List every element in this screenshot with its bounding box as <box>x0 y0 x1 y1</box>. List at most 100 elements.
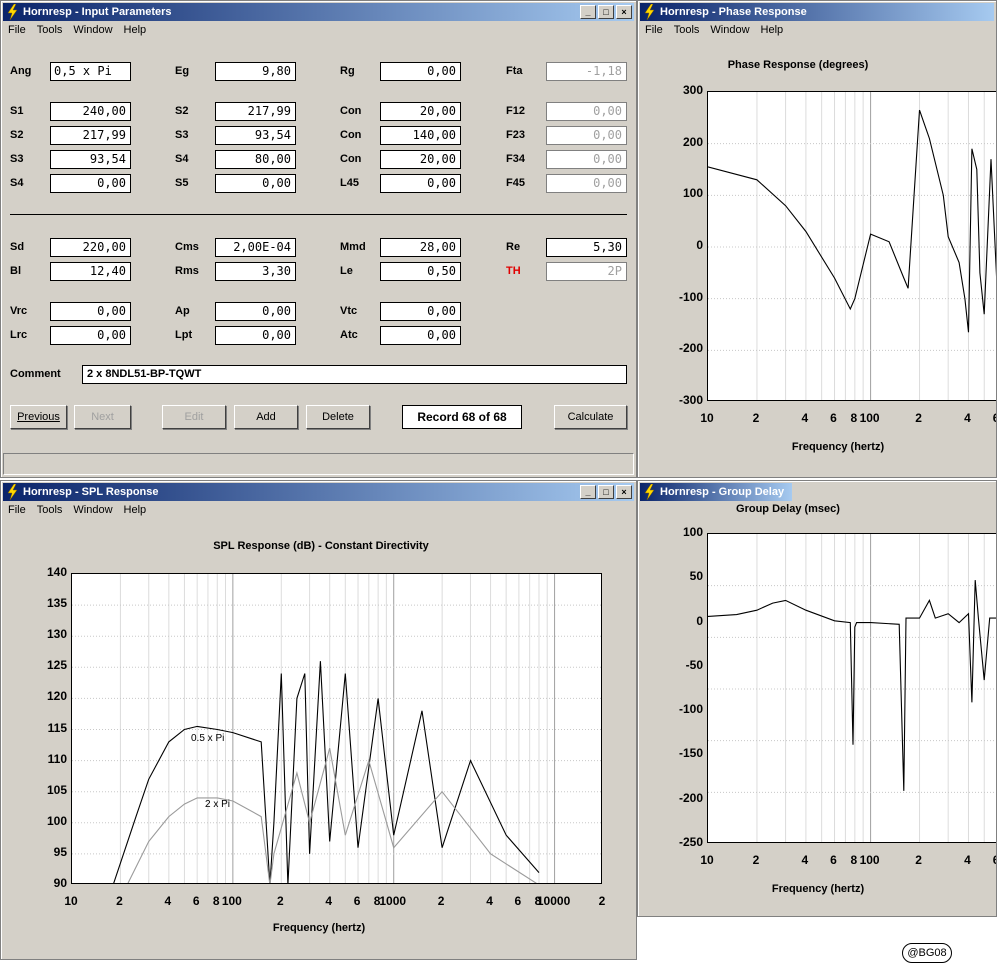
param-field[interactable]: 0,00 <box>380 62 461 81</box>
param-field[interactable]: 20,00 <box>380 150 461 169</box>
param-label: Sd <box>10 241 25 253</box>
param-label: S4 <box>10 177 24 189</box>
param-label: Fta <box>506 65 523 77</box>
input-window-titlebar[interactable]: Hornresp - Input Parameters _ □ × <box>3 3 634 21</box>
param-label: Con <box>340 129 362 141</box>
param-field[interactable]: 93,54 <box>50 150 131 169</box>
next-button[interactable]: Next <box>74 405 131 429</box>
previous-button[interactable]: Previous <box>10 405 67 429</box>
spl-x-tick: 10000 <box>536 894 571 908</box>
param-field[interactable]: 0,00 <box>215 302 296 321</box>
menu-tools[interactable]: Tools <box>673 24 700 36</box>
param-label: Ang <box>10 65 32 77</box>
minimize-button[interactable]: _ <box>580 485 596 499</box>
param-label: Le <box>340 265 353 277</box>
delay-chart-title: Group Delay (msec) <box>736 503 840 515</box>
menu-window[interactable]: Window <box>710 24 750 36</box>
param-field[interactable]: 0,00 <box>380 174 461 193</box>
param-field[interactable]: 240,00 <box>50 102 131 121</box>
param-field[interactable]: 0,00 <box>215 174 296 193</box>
status-bar <box>3 453 634 475</box>
param-field[interactable]: 0,00 <box>50 302 131 321</box>
param-field: 2P <box>546 262 627 281</box>
param-field[interactable]: 140,00 <box>380 126 461 145</box>
spl-x-tick: 6 <box>514 894 522 908</box>
spl-y-tick: 105 <box>46 782 67 797</box>
param-field[interactable]: 0,00 <box>380 302 461 321</box>
phase-plot-area <box>707 91 996 401</box>
spl-y-tick: 100 <box>46 813 67 828</box>
menu-window[interactable]: Window <box>73 504 113 516</box>
delay-y-tick: -100 <box>678 702 703 717</box>
param-label: F12 <box>506 105 525 117</box>
delay-y-tick: -250 <box>678 835 703 849</box>
menu-tools[interactable]: Tools <box>36 24 63 36</box>
param-field[interactable]: 217,99 <box>215 102 296 121</box>
param-field[interactable]: 5,30 <box>546 238 627 257</box>
param-field[interactable]: 0,50 <box>380 262 461 281</box>
menu-window[interactable]: Window <box>73 24 113 36</box>
param-label: Lpt <box>175 329 193 341</box>
phase-x-tick: 6 <box>976 411 996 425</box>
series-line-1 <box>127 748 537 883</box>
param-label: Eg <box>175 65 190 77</box>
param-field[interactable]: 0,00 <box>380 326 461 345</box>
param-field[interactable]: 0,00 <box>50 174 131 193</box>
spl-y-tick: 130 <box>46 627 67 642</box>
param-field[interactable]: 9,80 <box>215 62 296 81</box>
section-divider <box>10 214 627 215</box>
param-field[interactable]: 220,00 <box>50 238 131 257</box>
delay-plot-area <box>707 533 996 843</box>
comment-field[interactable]: 2 x 8NDL51-BP-TQWT <box>82 365 627 384</box>
phase-y-tick: 100 <box>682 186 703 201</box>
delay-window-titlebar[interactable]: Hornresp - Group Delay <box>640 483 792 501</box>
calculate-button[interactable]: Calculate <box>554 405 627 429</box>
param-field[interactable]: 0,5 x Pi <box>50 62 131 81</box>
spl-plot-area <box>71 573 602 884</box>
comment-label: Comment <box>10 368 61 380</box>
close-button[interactable]: × <box>616 5 632 19</box>
menu-file[interactable]: File <box>645 24 663 36</box>
edit-button[interactable]: Edit <box>162 405 226 429</box>
delete-button[interactable]: Delete <box>306 405 370 429</box>
delay-x-tick: 10 <box>700 853 714 867</box>
minimize-button[interactable]: _ <box>580 5 596 19</box>
menu-help[interactable]: Help <box>760 24 784 36</box>
param-label: Rg <box>340 65 355 77</box>
add-button[interactable]: Add <box>234 405 298 429</box>
param-label: Vtc <box>340 305 358 317</box>
spl-x-tick: 2 <box>116 894 123 908</box>
spl-x-tick: 4 <box>486 894 493 908</box>
param-label: Vrc <box>10 305 28 317</box>
param-field[interactable]: 12,40 <box>50 262 131 281</box>
spl-window-titlebar[interactable]: Hornresp - SPL Response _ □ × <box>3 483 634 501</box>
spl-y-tick: 110 <box>47 751 67 766</box>
menu-help[interactable]: Help <box>123 504 147 516</box>
spl-annotation-half-pi: 0.5 x Pi <box>191 733 225 744</box>
menu-help[interactable]: Help <box>123 24 147 36</box>
close-button[interactable]: × <box>616 485 632 499</box>
param-field[interactable]: 93,54 <box>215 126 296 145</box>
series-line-0 <box>113 661 540 883</box>
phase-y-tick: 200 <box>682 134 703 149</box>
param-field[interactable]: 2,00E-04 <box>215 238 296 257</box>
maximize-button[interactable]: □ <box>598 5 614 19</box>
param-field[interactable]: 3,30 <box>215 262 296 281</box>
param-field[interactable]: 80,00 <box>215 150 296 169</box>
input-menubar: File Tools Window Help <box>3 22 152 39</box>
phase-window-titlebar[interactable]: Hornresp - Phase Response <box>640 3 994 21</box>
menu-file[interactable]: File <box>8 24 26 36</box>
spl-x-tick: 1000 <box>379 894 407 908</box>
param-field: -1,18 <box>546 62 627 81</box>
param-field[interactable]: 20,00 <box>380 102 461 121</box>
delay-window-title: Hornresp - Group Delay <box>660 486 785 498</box>
phase-x-tick: 2 <box>752 411 760 425</box>
param-field[interactable]: 28,00 <box>380 238 461 257</box>
param-field[interactable]: 217,99 <box>50 126 131 145</box>
menu-tools[interactable]: Tools <box>36 504 63 516</box>
param-label: Lrc <box>10 329 28 341</box>
param-field[interactable]: 0,00 <box>50 326 131 345</box>
param-field[interactable]: 0,00 <box>215 326 296 345</box>
maximize-button[interactable]: □ <box>598 485 614 499</box>
menu-file[interactable]: File <box>8 504 26 516</box>
